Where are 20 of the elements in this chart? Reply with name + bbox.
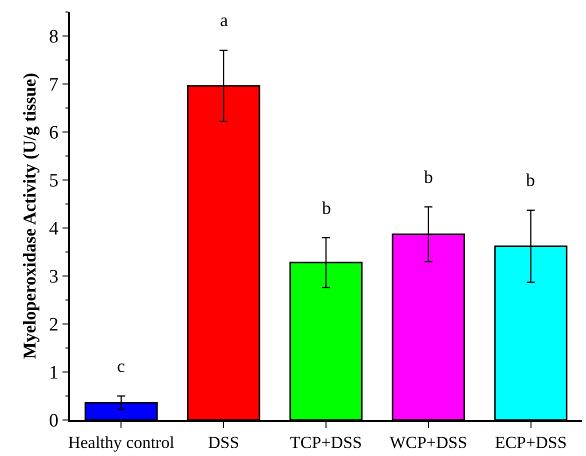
y-tick-label: 3 <box>48 266 58 288</box>
annotation: b <box>424 167 433 187</box>
y-axis-title: Myeloperoxidase Activity (U/g tissue) <box>20 72 40 360</box>
x-tick-label: ECP+DSS <box>494 433 567 452</box>
y-tick-label: 6 <box>48 122 58 144</box>
annotation: b <box>526 170 535 190</box>
x-tick-label: Healthy control <box>68 433 175 452</box>
y-tick-label: 2 <box>48 314 58 336</box>
annotation: c <box>117 356 125 376</box>
y-tick-label: 0 <box>48 410 58 432</box>
x-tick-label: WCP+DSS <box>390 433 468 452</box>
x-tick-label: TCP+DSS <box>290 433 362 452</box>
y-tick-label: 8 <box>48 26 58 48</box>
y-tick-label: 1 <box>48 362 58 384</box>
x-tick-label: DSS <box>208 433 240 452</box>
annotation: a <box>220 10 228 30</box>
annotation: b <box>322 198 331 218</box>
y-tick-label: 5 <box>48 170 58 192</box>
y-tick-label: 4 <box>48 218 59 240</box>
y-tick-label: 7 <box>48 74 58 96</box>
